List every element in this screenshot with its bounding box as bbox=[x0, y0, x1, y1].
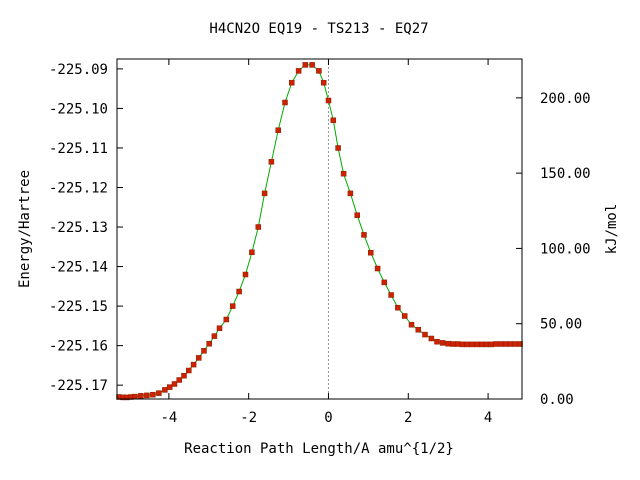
data-point bbox=[309, 62, 315, 68]
data-point bbox=[464, 341, 471, 348]
y-tick-label: -225.17 bbox=[49, 378, 108, 394]
data-point bbox=[144, 392, 150, 399]
data-point bbox=[325, 97, 332, 104]
y-tick-label: -225.10 bbox=[49, 101, 108, 117]
y-tick-label: -225.12 bbox=[49, 180, 108, 196]
data-point bbox=[374, 265, 381, 272]
data-point bbox=[162, 387, 168, 393]
data-point bbox=[156, 390, 162, 396]
data-point bbox=[428, 335, 435, 342]
data-point bbox=[354, 212, 360, 218]
data-point bbox=[206, 340, 212, 347]
data-point bbox=[201, 348, 207, 354]
data-point bbox=[216, 325, 223, 331]
data-point bbox=[316, 68, 322, 74]
data-point bbox=[282, 99, 288, 106]
y2-tick-label: 100.00 bbox=[540, 241, 591, 257]
data-point bbox=[176, 377, 182, 383]
data-point bbox=[483, 341, 490, 348]
data-point bbox=[249, 249, 255, 256]
data-point bbox=[289, 79, 295, 86]
y2-tick-label: 150.00 bbox=[540, 166, 591, 182]
data-point bbox=[295, 68, 302, 74]
data-point bbox=[190, 361, 197, 368]
data-point bbox=[474, 341, 480, 348]
data-point bbox=[459, 341, 466, 348]
data-point bbox=[401, 313, 408, 319]
x-axis-label: Reaction Path Length/A amu^{1/2} bbox=[184, 441, 454, 457]
chart-title: H4CN2O EQ19 - TS213 - EQ27 bbox=[209, 21, 428, 37]
y-tick-label: -225.14 bbox=[49, 260, 108, 276]
data-point bbox=[186, 367, 192, 374]
data-point bbox=[229, 303, 236, 309]
data-point bbox=[132, 393, 138, 400]
data-point bbox=[368, 249, 374, 256]
data-point bbox=[469, 341, 475, 348]
data-point bbox=[181, 372, 187, 379]
data-point bbox=[340, 170, 347, 177]
data-point bbox=[211, 333, 218, 339]
x-tick-label: 4 bbox=[484, 410, 492, 426]
y-tick-label: -225.11 bbox=[49, 141, 108, 157]
data-point bbox=[302, 62, 309, 68]
data-point bbox=[166, 384, 173, 390]
data-point bbox=[445, 340, 451, 347]
y2-tick-label: 0.00 bbox=[540, 392, 574, 408]
data-point bbox=[261, 190, 268, 197]
data-point bbox=[493, 341, 499, 347]
y-tick-label: -225.09 bbox=[49, 62, 108, 78]
data-point bbox=[242, 271, 249, 278]
data-point bbox=[408, 321, 415, 328]
data-point bbox=[138, 393, 144, 399]
data-point bbox=[478, 341, 485, 348]
y-tick-label: -225.13 bbox=[49, 220, 108, 236]
data-point bbox=[455, 341, 461, 347]
y-tick-label: -225.16 bbox=[49, 339, 108, 355]
data-point bbox=[502, 341, 509, 347]
plot-frame bbox=[116, 58, 523, 400]
y-axis-label: Energy/Hartree bbox=[17, 170, 33, 288]
data-point bbox=[268, 159, 275, 165]
data-point bbox=[275, 127, 281, 133]
data-point bbox=[512, 341, 518, 347]
y2-tick-label: 200.00 bbox=[540, 91, 591, 107]
data-point bbox=[347, 190, 354, 197]
data-point bbox=[388, 292, 394, 298]
data-point bbox=[335, 145, 341, 151]
y-tick-label: -225.15 bbox=[49, 299, 108, 315]
data-point bbox=[439, 340, 446, 346]
x-tick-label: 2 bbox=[404, 410, 412, 426]
data-point bbox=[171, 381, 178, 387]
data-point bbox=[255, 224, 262, 230]
y2-tick-label: 50.00 bbox=[540, 317, 582, 333]
data-point bbox=[223, 316, 230, 323]
data-point bbox=[450, 341, 456, 347]
data-point bbox=[236, 288, 242, 295]
data-point bbox=[381, 279, 388, 286]
x-tick-label: 0 bbox=[324, 410, 332, 426]
x-tick-label: -4 bbox=[160, 410, 177, 426]
data-point bbox=[150, 391, 156, 398]
y2-axis-label: kJ/mol bbox=[604, 204, 620, 255]
data-point bbox=[434, 338, 440, 345]
series-line bbox=[118, 64, 520, 398]
data-point bbox=[395, 304, 401, 311]
x-tick-label: -2 bbox=[240, 410, 257, 426]
data-point bbox=[488, 341, 495, 348]
data-point bbox=[507, 341, 514, 347]
series-group bbox=[116, 62, 523, 401]
data-point bbox=[422, 331, 428, 338]
data-point bbox=[196, 355, 202, 361]
axis-ticks: -4 -2 0 2 4 -225.09 -225.10 -225.11 -225.12 -225.… bbox=[49, 59, 591, 426]
data-point bbox=[498, 341, 504, 347]
data-point bbox=[320, 79, 327, 86]
data-point bbox=[415, 327, 422, 333]
data-point bbox=[361, 232, 367, 238]
data-point bbox=[330, 117, 337, 124]
